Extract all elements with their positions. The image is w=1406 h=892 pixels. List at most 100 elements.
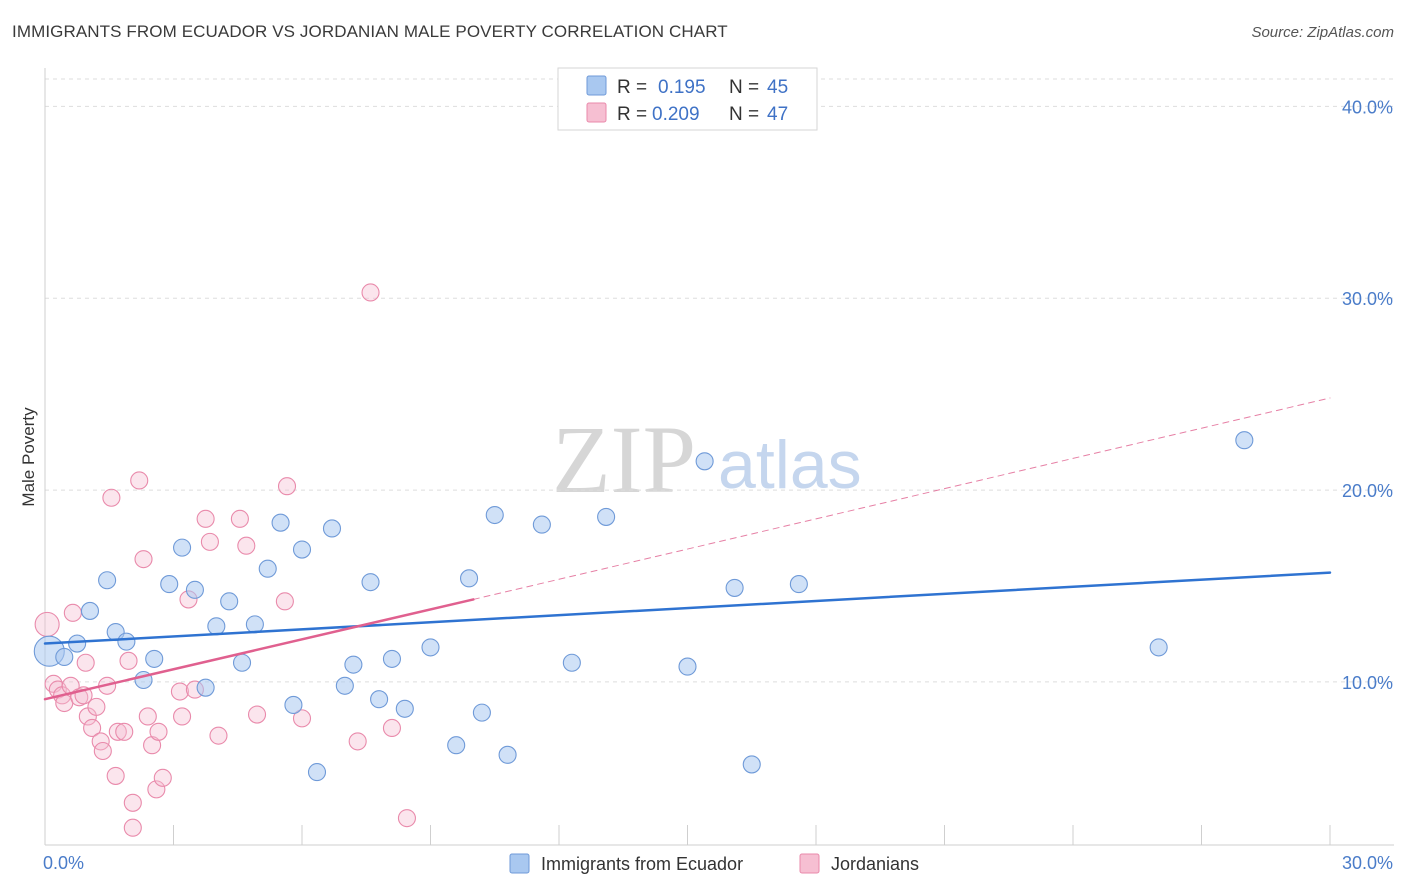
legend-n-label-pink: N = <box>729 104 759 125</box>
point-ecuador <box>695 452 714 471</box>
point-jordanian <box>138 707 157 726</box>
x-tick-label: 0.0% <box>43 853 84 873</box>
point-jordanian <box>230 509 249 528</box>
point-ecuador <box>160 575 179 594</box>
watermark-zip: ZIP <box>552 406 696 513</box>
x-tick-label: 30.0% <box>1342 853 1393 873</box>
point-jordanian <box>277 477 297 496</box>
point-jordanian <box>87 697 106 716</box>
point-ecuador <box>207 617 226 636</box>
point-jordanian <box>63 603 82 622</box>
point-ecuador <box>1149 638 1168 657</box>
point-jordanian <box>348 732 367 751</box>
point-ecuador <box>725 578 744 597</box>
legend-n-value-pink: 47 <box>767 104 788 125</box>
axes <box>44 68 1394 846</box>
point-ecuador <box>173 538 192 557</box>
point-jordanian <box>147 780 166 799</box>
point-jordanian <box>102 488 121 507</box>
point-jordanian <box>130 471 149 490</box>
point-ecuador <box>196 678 215 697</box>
point-ecuador <box>98 571 117 590</box>
trend-line-jordanian <box>43 598 475 701</box>
point-jordanian <box>170 682 189 701</box>
point-ecuador <box>117 632 136 651</box>
trend-line-ecuador <box>43 571 1332 645</box>
gridlines <box>45 78 1394 683</box>
point-ecuador <box>68 634 87 653</box>
point-ecuador <box>185 580 204 599</box>
point-ecuador <box>597 507 616 526</box>
point-ecuador <box>789 575 808 594</box>
point-jordanian <box>34 611 60 637</box>
watermark-atlas: atlas <box>718 427 862 503</box>
point-ecuador <box>498 745 517 764</box>
legend-r-value-blue: 0.195 <box>658 77 706 98</box>
point-jordanian <box>119 651 138 670</box>
point-jordanian <box>275 592 294 611</box>
point-ecuador <box>395 699 414 718</box>
point-jordanian <box>361 283 380 302</box>
point-ecuador <box>447 736 466 755</box>
point-jordanian <box>106 766 125 785</box>
point-jordanian <box>292 709 312 728</box>
bottom-legend: Immigrants from Ecuador Jordanians <box>509 853 919 874</box>
point-ecuador <box>370 690 389 709</box>
trend-lines <box>43 397 1332 701</box>
point-ecuador <box>284 695 303 714</box>
point-ecuador <box>258 559 277 578</box>
trend-line-jordanian <box>472 397 1331 600</box>
point-ecuador <box>421 638 440 657</box>
point-jordanian <box>196 509 215 528</box>
y-axis-label: Male Poverty <box>19 407 38 507</box>
point-jordanian <box>237 536 256 555</box>
y-tick-label: 40.0% <box>1342 97 1393 117</box>
legend-r-label-blue: R = <box>617 77 647 98</box>
point-jordanian <box>247 705 267 724</box>
y-tick-label: 20.0% <box>1342 481 1393 501</box>
point-ecuador <box>307 763 327 782</box>
legend-swatch-blue <box>586 75 607 96</box>
point-ecuador <box>335 676 354 695</box>
point-ecuador <box>1235 431 1254 450</box>
point-jordanian <box>382 718 402 738</box>
legend-r-value-pink: 0.209 <box>652 104 700 125</box>
point-jordanian <box>397 809 416 828</box>
point-ecuador <box>245 615 264 634</box>
legend-r-label-pink: R = <box>617 104 647 125</box>
x-tick-labels: 0.0% 30.0% <box>43 853 1393 873</box>
point-ecuador <box>361 573 380 592</box>
point-ecuador <box>678 657 697 676</box>
chart-title: IMMIGRANTS FROM ECUADOR VS JORDANIAN MAL… <box>12 22 728 41</box>
point-jordanian <box>209 726 228 745</box>
watermark: ZIP atlas <box>552 406 862 513</box>
bottom-legend-label-blue: Immigrants from Ecuador <box>541 854 743 874</box>
source-label: Source: ZipAtlas.com <box>1251 24 1394 41</box>
legend-n-label-blue: N = <box>729 77 759 98</box>
point-ecuador <box>382 649 402 668</box>
point-ecuador <box>485 505 504 525</box>
point-ecuador <box>472 703 491 722</box>
point-ecuador <box>459 569 479 588</box>
point-ecuador <box>220 592 239 611</box>
point-jordanian <box>93 741 112 761</box>
point-jordanian <box>173 707 192 726</box>
point-jordanian <box>134 550 153 569</box>
y-tick-label: 10.0% <box>1342 673 1393 693</box>
point-ecuador <box>322 519 342 538</box>
legend: R = 0.195 N = 45 R = 0.209 N = 47 <box>557 67 818 131</box>
series-immigrants-from-ecuador <box>33 431 1254 782</box>
point-ecuador <box>145 649 164 668</box>
y-tick-labels: 10.0% 20.0% 30.0% 40.0% <box>1342 97 1393 693</box>
point-jordanian <box>76 653 95 672</box>
point-jordanian <box>200 532 219 551</box>
bottom-legend-label-pink: Jordanians <box>831 854 919 874</box>
point-ecuador <box>742 755 761 774</box>
point-jordanian <box>149 722 168 741</box>
legend-swatch-pink <box>586 102 607 123</box>
point-ecuador <box>532 515 551 534</box>
point-jordanian <box>153 768 172 787</box>
bottom-legend-swatch-pink <box>799 853 820 874</box>
point-jordanian <box>83 718 102 738</box>
